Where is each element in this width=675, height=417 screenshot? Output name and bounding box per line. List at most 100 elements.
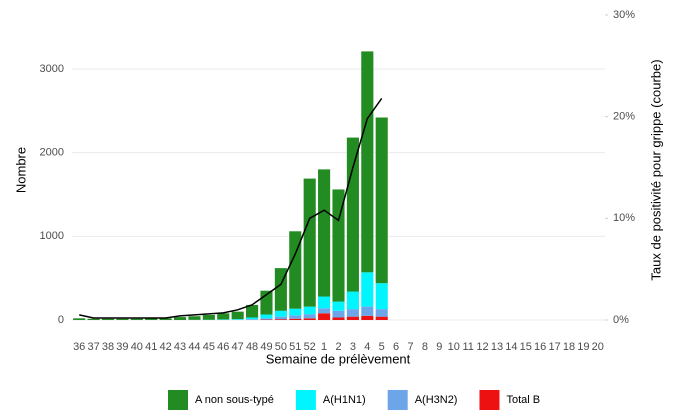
- x-tick-label: 4: [364, 341, 370, 353]
- x-tick-label: 1: [321, 341, 327, 353]
- y-tick-label: 2000: [40, 147, 64, 159]
- bar-segment: [88, 319, 100, 320]
- x-tick-label: 47: [232, 341, 244, 353]
- bar-segment: [289, 319, 301, 320]
- x-tick-label: 12: [476, 341, 488, 353]
- bar-segment: [174, 317, 186, 320]
- bar-segment: [376, 283, 388, 309]
- y-axis-title: Nombre: [13, 147, 28, 193]
- bar-segment: [232, 319, 244, 320]
- legend-label: Total B: [506, 394, 540, 406]
- bar-segment: [376, 118, 388, 284]
- bar-segment: [246, 317, 258, 319]
- bar-segment: [332, 302, 344, 311]
- x-tick-label: 10: [448, 341, 460, 353]
- bar-segment: [246, 319, 258, 320]
- bar-segment: [318, 169, 330, 296]
- bar-segment: [289, 309, 301, 316]
- bar-segment: [347, 292, 359, 310]
- x-tick-label: 15: [520, 341, 532, 353]
- x-tick-label: 48: [246, 341, 258, 353]
- bar-segment: [73, 318, 85, 320]
- bar-segment: [332, 311, 344, 318]
- x-tick-label: 17: [548, 341, 560, 353]
- bar-segment: [102, 319, 114, 320]
- y-tick-label: 0: [58, 314, 64, 326]
- bar-segment: [131, 319, 143, 320]
- y2-tick-label: 20%: [613, 111, 635, 123]
- x-tick-label: 49: [260, 341, 272, 353]
- legend-swatch: [296, 390, 316, 410]
- bar-segment: [275, 311, 287, 317]
- x-tick-label: 43: [174, 341, 186, 353]
- bar-segment: [217, 313, 229, 319]
- y-tick-label: 3000: [40, 63, 64, 75]
- bar-segment: [347, 309, 359, 317]
- x-tick-label: 18: [563, 341, 575, 353]
- bar-segment: [275, 317, 287, 320]
- legend-label: A(H3N2): [415, 394, 458, 406]
- bar-segment: [347, 138, 359, 292]
- bar-segment: [304, 314, 316, 318]
- bar-segment: [376, 317, 388, 320]
- x-tick-label: 46: [217, 341, 229, 353]
- bar-segment: [304, 307, 316, 315]
- bar-segment: [275, 319, 287, 320]
- bar-segment: [318, 308, 330, 313]
- x-tick-label: 9: [436, 341, 442, 353]
- legend-swatch: [168, 390, 188, 410]
- x-tick-label: 52: [304, 341, 316, 353]
- bar-segment: [361, 316, 373, 320]
- x-tick-label: 50: [275, 341, 287, 353]
- y2-tick-label: 30%: [613, 9, 635, 21]
- bar-segment: [304, 318, 316, 320]
- legend-label: A(H1N1): [323, 394, 366, 406]
- x-tick-label: 8: [422, 341, 428, 353]
- x-tick-label: 13: [491, 341, 503, 353]
- bar-segment: [318, 297, 330, 309]
- x-tick-label: 11: [462, 341, 473, 353]
- x-tick-label: 2: [335, 341, 341, 353]
- x-tick-label: 39: [116, 341, 128, 353]
- bar-segment: [332, 317, 344, 320]
- bar-segment: [318, 313, 330, 320]
- bar-segment: [361, 307, 373, 316]
- bar-segment: [232, 312, 244, 319]
- bar-segment: [361, 51, 373, 272]
- x-tick-label: 45: [203, 341, 215, 353]
- y2-tick-label: 10%: [613, 212, 635, 224]
- x-tick-label: 36: [73, 341, 85, 353]
- bar-segment: [116, 319, 128, 320]
- bar-segment: [347, 317, 359, 320]
- x-tick-label: 3: [350, 341, 356, 353]
- x-tick-label: 37: [87, 341, 99, 353]
- bar-segment: [289, 315, 301, 318]
- legend-swatch: [479, 390, 499, 410]
- bar-segment: [203, 315, 215, 320]
- x-axis-title: Semaine de prélèvement: [266, 351, 411, 366]
- bar-segment: [260, 315, 272, 319]
- legend-swatch: [388, 390, 408, 410]
- y2-axis-title: Taux de positivité pour grippe (courbe): [648, 59, 663, 280]
- x-tick-label: 41: [145, 341, 157, 353]
- x-tick-label: 14: [505, 341, 517, 353]
- x-tick-label: 16: [534, 341, 546, 353]
- x-tick-label: 7: [407, 341, 413, 353]
- x-tick-label: 51: [289, 341, 301, 353]
- x-tick-label: 40: [131, 341, 143, 353]
- x-tick-label: 20: [592, 341, 604, 353]
- x-tick-label: 19: [577, 341, 589, 353]
- bar-segment: [304, 179, 316, 307]
- x-tick-label: 6: [393, 341, 399, 353]
- x-tick-label: 38: [102, 341, 114, 353]
- bar-segment: [260, 318, 272, 319]
- bar-segment: [376, 309, 388, 317]
- x-tick-label: 44: [188, 341, 200, 353]
- legend-label: A non sous-typé: [195, 394, 274, 406]
- y-tick-label: 1000: [40, 230, 64, 242]
- bar-segment: [188, 316, 200, 320]
- y2-tick-label: 0%: [613, 314, 629, 326]
- bar-segment: [361, 272, 373, 306]
- x-tick-label: 5: [379, 341, 385, 353]
